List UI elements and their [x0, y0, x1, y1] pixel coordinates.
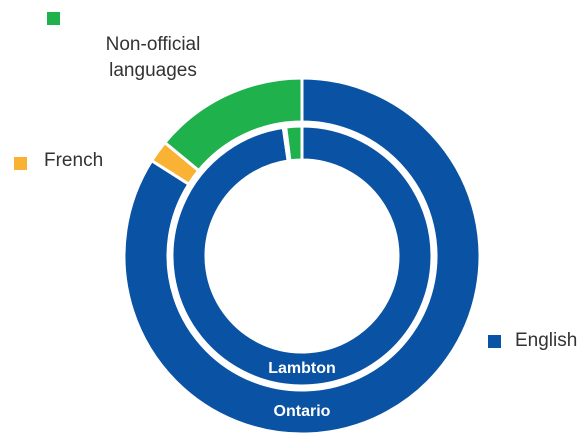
legend-swatch: [14, 157, 27, 170]
donut-segment: [162, 76, 304, 173]
legend-swatch: [488, 335, 501, 348]
legend-swatch: [47, 12, 60, 25]
legend-label: French: [44, 150, 104, 171]
legend-label: Non-official languages: [105, 34, 201, 81]
donut-segment: [170, 124, 434, 388]
legend-label: English: [515, 330, 578, 351]
donut-segment: [284, 124, 304, 163]
ring-label: Lambton: [268, 360, 336, 377]
donut-segment: [122, 76, 482, 434]
ring-label: Ontario: [274, 403, 331, 420]
